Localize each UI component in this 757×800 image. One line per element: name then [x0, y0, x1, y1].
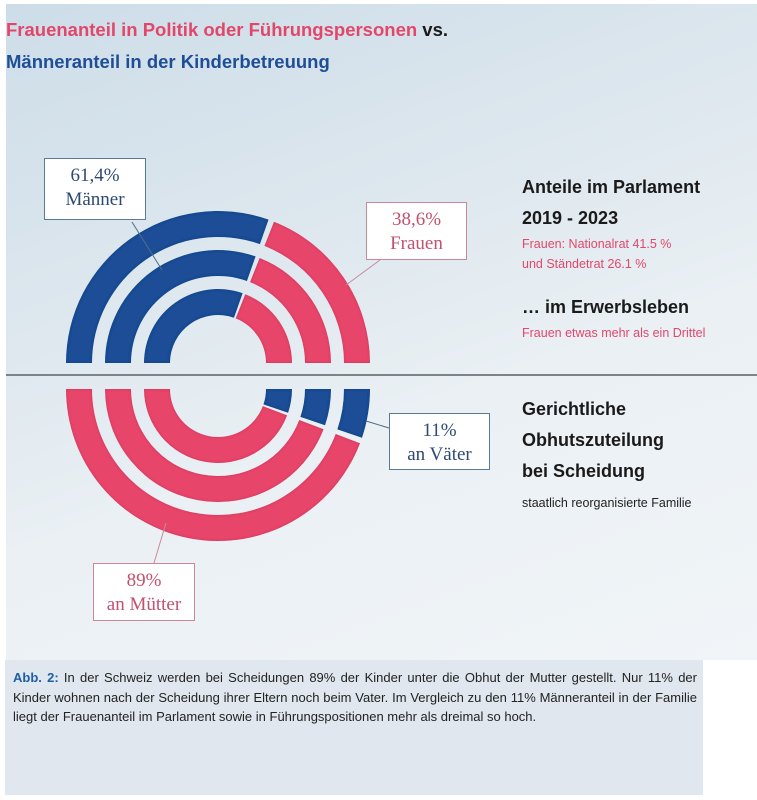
- custody-rings: [66, 389, 370, 542]
- label-fathers-value: 11%: [422, 420, 457, 441]
- custody-heading-2: Obhutszuteilung: [522, 430, 664, 450]
- custody-note: staatlich reorganisierte Familie: [522, 496, 692, 510]
- parliament-ring-3-frauen: [235, 294, 292, 363]
- custody-ring-3-an-mütter: [144, 389, 288, 464]
- parliament-heading-2: 2019 - 2023: [522, 208, 619, 228]
- label-men-value: 61,4%: [70, 165, 120, 186]
- parliament-note-2: und Ständetrat 26.1 %: [522, 257, 647, 271]
- label-women: 38,6% Frauen: [366, 202, 467, 260]
- leader-line-mothers: [153, 522, 167, 564]
- workforce-note: Frauen etwas mehr als ein Drittel: [522, 326, 706, 340]
- label-men-name: Männer: [65, 189, 125, 210]
- title-men-part: Männeranteil in der Kinderbetreuung: [6, 51, 330, 72]
- figure-caption: Abb. 2: In der Schweiz werden bei Scheid…: [5, 660, 703, 795]
- parliament-ring-1-frauen: [264, 221, 370, 363]
- parliament-ring-3-männer: [144, 289, 243, 363]
- custody-ring-1-an-väter: [337, 389, 370, 438]
- label-women-value: 38,6%: [391, 209, 442, 230]
- custody-info: Gerichtliche Obhutszuteilung bei Scheidu…: [522, 394, 692, 513]
- label-fathers-name: an Väter: [407, 444, 472, 465]
- label-men: 61,4% Männer: [44, 158, 146, 220]
- label-fathers: 11% an Väter: [389, 413, 490, 470]
- label-women-name: Frauen: [390, 233, 443, 254]
- caption-label: Abb. 2:: [13, 670, 59, 685]
- label-mothers-value: 89%: [126, 570, 162, 591]
- parliament-rings: [66, 211, 370, 363]
- custody-ring-2-an-mütter: [105, 389, 324, 502]
- title-women-part: Frauenanteil in Politik oder Führungsper…: [6, 19, 418, 40]
- leader-line-women: [345, 259, 381, 286]
- caption-text: In der Schweiz werden bei Scheidungen 89…: [13, 670, 697, 724]
- parliament-heading-1: Anteile im Parlament: [522, 177, 701, 197]
- parliament-ring-2-frauen: [250, 257, 331, 363]
- ring-chart: [66, 211, 390, 564]
- custody-heading-1: Gerichtliche: [522, 399, 627, 419]
- label-mothers: 89% an Mütter: [93, 563, 195, 621]
- custody-ring-1-an-mütter: [66, 389, 360, 542]
- leader-line-men: [131, 221, 163, 271]
- custody-ring-3-an-väter: [263, 389, 292, 413]
- chart-title: Frauenanteil in Politik oder Führungsper…: [6, 14, 448, 78]
- parliament-note-1: Frauen: Nationalrat 41.5 %: [522, 237, 672, 251]
- section-divider: [6, 374, 757, 376]
- custody-heading-3: bei Scheidung: [522, 461, 646, 481]
- parliament-ring-1-männer: [66, 211, 269, 363]
- custody-ring-2-an-väter: [300, 389, 331, 426]
- parliament-ring-2-männer: [105, 250, 256, 363]
- parliament-info: Anteile im Parlament 2019 - 2023 Frauen:…: [522, 172, 705, 343]
- workforce-heading: … im Erwerbsleben: [522, 297, 690, 317]
- leader-line-fathers: [365, 420, 390, 429]
- title-vs: vs.: [417, 19, 449, 40]
- label-mothers-name: an Mütter: [106, 594, 182, 615]
